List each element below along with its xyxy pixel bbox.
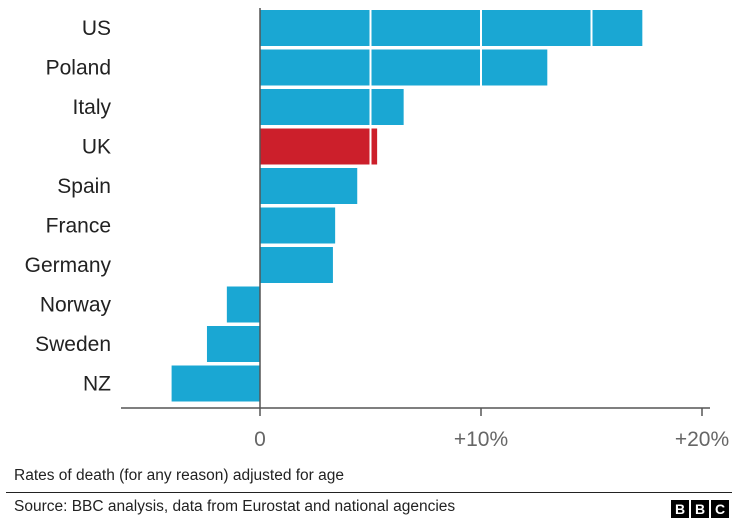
category-label: Italy: [72, 96, 111, 119]
x-tick-label: +10%: [454, 428, 508, 451]
bbc-logo-letter: C: [711, 500, 729, 518]
bars-layer: [171, 10, 643, 402]
bar-spain: [260, 168, 358, 204]
category-label: UK: [82, 136, 111, 159]
bar-poland: [260, 49, 548, 86]
category-label: Norway: [40, 294, 112, 317]
footer-divider: [6, 492, 732, 493]
source-text: Source: BBC analysis, data from Eurostat…: [14, 498, 456, 515]
category-label: NZ: [83, 373, 111, 396]
bbc-logo: B B C: [671, 500, 729, 518]
category-label: France: [46, 215, 111, 238]
category-labels: US Poland Italy UK Spain France Germany Norway S…: [25, 17, 112, 396]
category-label: Spain: [57, 175, 111, 198]
x-tick-label: 0: [254, 428, 266, 451]
bar-uk: [260, 128, 378, 165]
bar-norway: [226, 286, 260, 323]
category-label: Sweden: [35, 333, 111, 356]
bar-sweden: [206, 326, 260, 362]
bar-france: [260, 207, 336, 244]
chart-note: Rates of death (for any reason) adjusted…: [14, 467, 345, 484]
bar-chart: US Poland Italy UK Spain France Germany Norway S…: [24, 0, 730, 451]
x-axis: 0 +10% +20%: [121, 8, 729, 451]
category-label: Poland: [46, 57, 111, 80]
bar-us: [260, 10, 643, 46]
bbc-logo-letter: B: [671, 500, 689, 518]
category-label: US: [82, 17, 111, 40]
grid-layer: [369, 0, 593, 408]
x-tick-label: +20%: [675, 428, 729, 451]
bar-nz: [171, 365, 260, 402]
bar-italy: [260, 89, 404, 125]
category-label: Germany: [25, 254, 112, 277]
bar-germany: [260, 247, 333, 283]
bbc-logo-letter: B: [691, 500, 709, 518]
